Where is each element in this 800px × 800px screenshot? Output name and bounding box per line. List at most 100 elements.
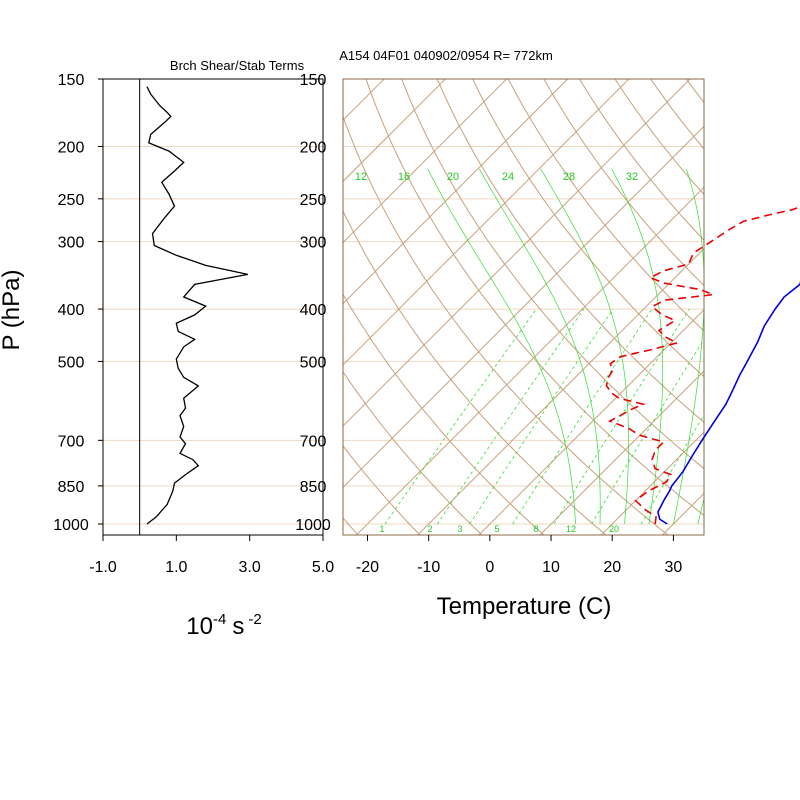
moist-adiabat-line [479, 168, 601, 524]
dry-adiabat-line [117, 63, 297, 536]
dry-adiabat-line [343, 370, 483, 535]
skewt-y-tick-label: 500 [300, 354, 327, 371]
dry-adiabat-line [401, 79, 704, 470]
dry-adiabat-line [343, 517, 359, 535]
isotherm-line [343, 79, 630, 366]
temperature-profile-line [657, 281, 800, 525]
left-x-tick-label: 1.0 [165, 559, 187, 576]
skewt-x-tick-label: 10 [542, 559, 560, 576]
mixing-ratio-bottom-label: 2 [427, 524, 432, 534]
left-y-ticks: 150 200 250 300 400 500 700 850 1000 [53, 72, 103, 534]
skewt-y-tick-label: 700 [300, 433, 327, 450]
moist-adiabat-line [611, 168, 664, 525]
dry-adiabat-line [543, 79, 704, 287]
isotherm-line [343, 79, 569, 305]
isotherm-line [600, 431, 704, 535]
mixing-ratio-bottom-label: 5 [494, 524, 499, 534]
left-y-tick-label: 300 [58, 235, 85, 252]
dry-adiabat-line [649, 79, 704, 150]
left-y-tick-label: 250 [58, 192, 85, 209]
mixing-ratio-top-label: 16 [398, 171, 410, 183]
dry-adiabat-line [685, 79, 704, 104]
isotherm-line [784, 63, 800, 536]
mixing-ratio-line [384, 308, 537, 525]
dry-adiabat-line [744, 63, 800, 536]
isotherm-line [343, 79, 447, 183]
isotherm-line [539, 370, 704, 535]
moist-adiabat-line [427, 168, 576, 525]
left-y-tick-label: 1000 [53, 517, 89, 534]
dewpoint-profile-line [605, 206, 800, 525]
dry-adiabat-line [507, 79, 704, 332]
mixing-ratio-bottom-label: 8 [533, 524, 538, 534]
mixing-ratio-line [469, 308, 614, 525]
skewt-x-tick-label: 30 [665, 559, 683, 576]
skewt-x-tick-label: 0 [485, 559, 494, 576]
mixing-ratio-bottom-label: 3 [457, 524, 462, 534]
isotherm-line [343, 79, 508, 244]
isotherm-line [0, 63, 339, 536]
isotherm-line [416, 247, 704, 535]
shear-stab-profile-line [146, 86, 248, 525]
dry-adiabat-line [578, 79, 704, 241]
dry-adiabat-line [343, 293, 545, 535]
mixing-ratio-top-label: 20 [447, 171, 459, 183]
dry-adiabat-line [343, 115, 669, 535]
skewt-x-tick-label: 20 [603, 559, 621, 576]
skewt-panel-frame [342, 78, 705, 536]
skewt-x-tick-label: -20 [356, 559, 379, 576]
skewt-y-tick-label: 850 [300, 479, 327, 496]
mixing-ratio-line [553, 308, 690, 525]
left-x-tick-label: -1.0 [89, 559, 117, 576]
skewt-y-tick-label: 250 [300, 192, 327, 209]
skewt-y-ticks: 150 200 250 300 400 500 700 850 1000 [295, 72, 331, 534]
mixing-ratio-top-label: 28 [563, 171, 575, 183]
mixing-ratio-line [436, 308, 585, 525]
dry-adiabat-line [709, 63, 800, 536]
left-y-tick-label: 700 [58, 433, 85, 450]
isotherm-line [0, 63, 278, 536]
dry-adiabat-line [614, 79, 704, 196]
skewt-y-tick-label: 200 [300, 139, 327, 156]
figure-title: A154 04F01 040902/0954 R= 772km [339, 48, 553, 63]
isotherm-line [661, 492, 704, 535]
moist-adiabat-line [673, 168, 704, 525]
mixing-ratio-bottom-label: 1 [379, 524, 384, 534]
moist-adiabat-line [697, 497, 704, 525]
dry-adiabat-line [472, 79, 704, 378]
isotherm-line [478, 309, 704, 535]
moist-adiabat-line [540, 168, 629, 525]
skewt-y-tick-label: 1000 [295, 517, 331, 534]
isotherm-line [343, 79, 385, 121]
mixing-ratio-bottom-label: 20 [609, 524, 619, 534]
left-panel-title: Brch Shear/Stab Terms [170, 58, 305, 73]
mixing-ratio-top-label: 32 [626, 171, 638, 183]
mixing-ratio-top-label: 12 [355, 171, 367, 183]
left-x-tick-label: 5.0 [312, 559, 334, 576]
left-y-tick-label: 150 [58, 72, 85, 89]
moist-adiabat-line [722, 169, 800, 524]
mixing-ratio-labels: 12 16 20 24 28 321 2 3 5 8 12 20 [355, 171, 638, 534]
skewt-y-tick-label: 150 [300, 72, 327, 89]
isotherm-line [343, 79, 691, 427]
isotherm-line [355, 186, 704, 535]
mixing-ratio-line [591, 338, 704, 525]
skewt-y-tick-label: 400 [300, 302, 327, 319]
skewt-x-ticks: -20 -10 0 10 20 30 [356, 535, 682, 576]
left-y-tick-label: 850 [58, 479, 85, 496]
left-isobar-grid [103, 145, 323, 525]
left-y-tick-label: 500 [58, 354, 85, 371]
dry-adiabat-line [343, 209, 607, 535]
skewt-panel: 150 200 250 300 400 500 700 850 1000 -20 -10 0 10 20… [0, 63, 800, 576]
isotherm-line [343, 125, 704, 488]
left-y-tick-label: 400 [58, 302, 85, 319]
skewt-background-lines [0, 63, 800, 536]
skewt-y-tick-label: 300 [300, 235, 327, 252]
left-profile-panel: 150 200 250 300 400 500 700 850 1000 -1.0 1.0 3.0 5… [53, 72, 334, 576]
isotherm-line [723, 63, 800, 536]
left-x-axis-label: 10-4 s -2 [186, 611, 261, 640]
dry-adiabat-line [436, 79, 704, 424]
left-y-tick-label: 200 [58, 139, 85, 156]
skewt-x-tick-label: -10 [417, 559, 440, 576]
